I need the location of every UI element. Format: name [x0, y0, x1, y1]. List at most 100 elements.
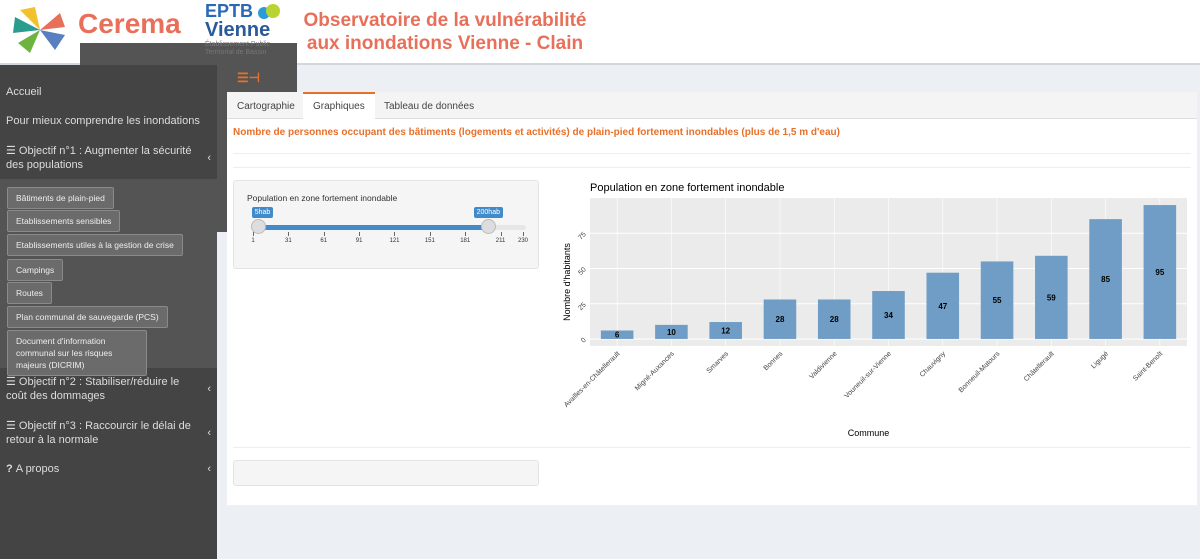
sidebar: Accueil Pour mieux comprendre les inonda… — [0, 65, 217, 559]
app-title-line1: Observatoire de la vulnérabilité — [303, 10, 587, 31]
list-icon: ☰ — [6, 376, 19, 388]
slider-tick-label: 31 — [285, 238, 292, 244]
slider-tick — [465, 232, 467, 236]
chevron-left-icon: ‹ — [207, 427, 211, 439]
divider — [233, 153, 1191, 154]
data-label: 47 — [938, 302, 947, 311]
x-tick-label: Bonnes — [763, 350, 785, 372]
button-routes[interactable]: Routes — [7, 282, 52, 304]
bar — [1143, 205, 1177, 339]
slider-panel: Population en zone fortement inondable 5… — [233, 180, 539, 269]
empty-panel — [233, 460, 539, 486]
tab-graphiques[interactable]: Graphiques — [303, 92, 375, 119]
button-etablissements-crise[interactable]: Etablissements utiles à la gestion de cr… — [7, 234, 183, 256]
slider-low-value: 5hab — [251, 207, 274, 218]
slider-tick-label: 181 — [460, 238, 471, 244]
chevron-left-icon: ‹ — [207, 383, 211, 395]
eptb-logo: EPTB Vienne Établissement Public Territo… — [205, 2, 285, 62]
data-label: 85 — [1101, 275, 1110, 284]
slider-tick-label: 230 — [517, 238, 529, 244]
bar — [817, 299, 851, 339]
x-tick-label: Vouneuil-sur-Vienne — [843, 350, 893, 400]
chevron-left-icon: ‹ — [207, 152, 211, 164]
header: Cerema CLIMAT & TERRITOIRES DE DEMAIN EP… — [0, 0, 1200, 232]
data-label: 28 — [830, 315, 839, 324]
slider-label: Population en zone fortement inondable — [247, 193, 398, 203]
chart-title: Population en zone fortement inondable — [590, 182, 784, 194]
list-icon: ☰ — [6, 145, 19, 157]
app-title-line2: aux inondations Vienne - Clain — [306, 33, 584, 54]
data-label: 10 — [667, 328, 676, 337]
slider-tick-label: 151 — [424, 238, 435, 244]
x-tick-label: Saint-Benoît — [1132, 350, 1164, 382]
list-icon: ☰ — [6, 420, 19, 432]
sidebar-item-apropos[interactable]: ? A propos ‹ — [6, 463, 211, 475]
x-tick-label: Ligugé — [1090, 350, 1110, 370]
bar — [655, 324, 688, 339]
app-title: Observatoire de la vulnérabilité aux inon… — [300, 9, 590, 55]
eptb-logo-mark — [258, 4, 280, 19]
slider-tick-label: 121 — [389, 238, 400, 244]
button-batiments[interactable]: Bâtiments de plain-pied — [7, 187, 114, 209]
x-axis-label: Commune — [848, 428, 890, 438]
slider-tick-label: 91 — [355, 238, 363, 244]
sidebar-item-objectif-2[interactable]: ☰ Objectif n°2 : Stabiliser/réduire le c… — [6, 376, 211, 402]
data-label: 95 — [1155, 268, 1164, 277]
data-label: 59 — [1047, 293, 1056, 302]
slider-high-handle[interactable] — [480, 219, 496, 234]
button-etablissements-sensibles[interactable]: Etablissements sensibles — [7, 210, 121, 232]
slider-low-handle[interactable] — [250, 219, 266, 234]
question-icon: ? — [6, 463, 16, 475]
bar — [1035, 255, 1068, 339]
slider-high-value: 200hab — [473, 207, 503, 218]
slider-tick-label: 1 — [251, 238, 255, 244]
slider-tick — [500, 232, 502, 236]
slider-tick — [429, 232, 431, 236]
x-tick-label: Chauvigny — [919, 350, 948, 379]
cerema-logo-mark — [13, 7, 65, 53]
chevron-left-icon: ‹ — [207, 463, 211, 475]
x-tick-label: Availles-en-Châtellerault — [563, 350, 622, 409]
bar — [926, 272, 960, 339]
slider-tick — [359, 232, 361, 236]
slider-tick — [323, 232, 325, 236]
x-tick-label: Migné-Auxances — [634, 350, 676, 392]
main-content: ☰⊣ Cartographie Graphiques Tableau de do… — [217, 65, 1200, 559]
sidebar-item-comprendre[interactable]: Pour mieux comprendre les inondations — [6, 115, 200, 127]
slider-range-bar — [257, 225, 488, 230]
sidebar-item-objectif-1[interactable]: ☰ Objectif n°1 : Augmenter la sécurité d… — [6, 145, 211, 171]
tab-tableau[interactable]: Tableau de données — [384, 101, 475, 112]
bar — [600, 330, 634, 339]
data-label: 55 — [993, 296, 1002, 305]
bar — [1089, 219, 1122, 339]
y-tick-label: 75 — [577, 231, 588, 242]
data-label: 28 — [776, 315, 785, 324]
slider-tick-label: 211 — [495, 238, 506, 244]
button-dicrim[interactable]: Document d'information communal sur les … — [7, 330, 147, 376]
divider — [233, 167, 1191, 168]
data-label: 34 — [884, 311, 893, 320]
eptb-logo-line1: EPTB — [205, 1, 254, 21]
slider-tick — [288, 232, 290, 236]
page-title: Nombre de personnes occupant des bâtimen… — [233, 127, 840, 138]
data-label: 6 — [615, 331, 620, 340]
divider — [233, 447, 1191, 448]
button-campings[interactable]: Campings — [7, 259, 64, 281]
sidebar-item-objectif-3[interactable]: ☰ Objectif n°3 : Raccourcir le délai de … — [6, 420, 211, 446]
slider-tick — [394, 232, 396, 236]
bar — [763, 299, 797, 339]
sidebar-item-accueil[interactable]: Accueil — [6, 86, 42, 98]
button-pcs[interactable]: Plan communal de sauvegarde (PCS) — [7, 306, 168, 328]
eptb-logo-line2: Vienne — [205, 19, 271, 41]
x-tick-label: Valdivienne — [808, 350, 838, 380]
x-tick-label: Châtellerault — [1023, 350, 1056, 383]
bar — [872, 291, 905, 339]
y-axis-label: Nombre d'habitants — [562, 243, 572, 321]
y-tick-label: 50 — [577, 266, 588, 277]
sidebar-toggle-icon[interactable]: ☰⊣ — [237, 70, 260, 85]
slider-tick — [523, 232, 524, 236]
eptb-tagline: Établissement Public Territorial de Bass… — [205, 41, 270, 56]
tab-panel: Cartographie Graphiques Tableau de donné… — [227, 92, 1197, 505]
cerema-logo-text: Cerema — [78, 8, 181, 39]
tab-cartographie[interactable]: Cartographie — [237, 101, 295, 112]
